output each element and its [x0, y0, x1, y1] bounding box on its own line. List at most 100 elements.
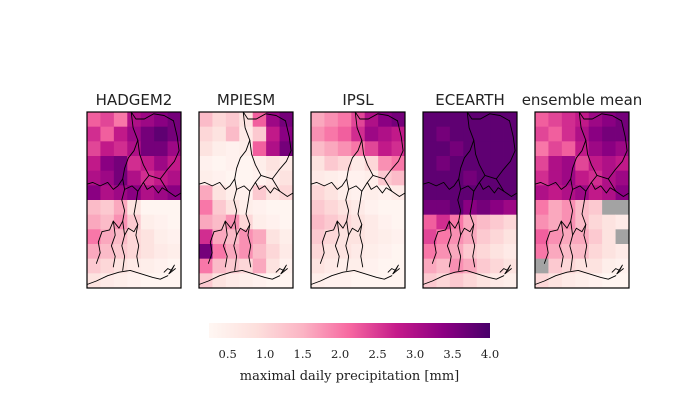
heatmap-cell	[87, 112, 101, 128]
heatmap-cell	[391, 156, 406, 172]
heatmap-cell-missing	[615, 200, 630, 216]
heatmap-cell	[535, 273, 549, 289]
border-line	[383, 178, 406, 197]
map-panel: MPIESM	[198, 91, 294, 289]
heatmap-cell	[378, 244, 392, 260]
heatmap-cell	[602, 214, 616, 230]
heatmap-cell	[154, 126, 168, 142]
heatmap-cell	[311, 200, 325, 216]
heatmap-cell	[311, 126, 325, 142]
heatmap-cell	[167, 141, 182, 157]
heatmap-cell	[561, 156, 576, 172]
heatmap-cell	[588, 214, 603, 230]
heatmap-cell	[337, 170, 352, 186]
heatmap-cell	[378, 273, 392, 289]
border-line	[254, 181, 281, 194]
border-line	[310, 139, 363, 190]
heatmap-cell	[535, 170, 549, 186]
panel-frame	[310, 111, 406, 289]
heatmap-cell	[225, 200, 240, 216]
heatmap-cell	[140, 214, 155, 230]
heatmap-cell	[535, 229, 549, 245]
heatmap-cell	[602, 126, 616, 142]
heatmap-cell	[575, 185, 590, 201]
border-line	[86, 269, 169, 285]
heatmap-cell-missing	[535, 258, 549, 274]
country-borders	[310, 111, 406, 285]
heatmap-cell	[113, 170, 128, 186]
border-line	[422, 139, 475, 190]
heatmap-cell	[324, 156, 339, 172]
heatmap-cell	[154, 214, 168, 230]
heatmap-cell	[279, 112, 294, 128]
heatmap-cell	[239, 273, 254, 289]
heatmap-cell	[391, 200, 406, 216]
heatmap-cell	[436, 141, 451, 157]
heatmap-cell	[476, 244, 491, 260]
border-line	[534, 269, 617, 285]
border-line	[334, 220, 340, 268]
heatmap-cell	[602, 229, 616, 245]
heatmap-cell	[324, 170, 339, 186]
heatmap-cell	[436, 229, 451, 245]
heatmap-cell	[476, 214, 491, 230]
border-line	[572, 224, 587, 236]
panel-title: HADGEM2	[96, 91, 173, 109]
heatmap-cell	[113, 112, 128, 128]
heatmap-cell	[212, 141, 227, 157]
heatmap-cell	[351, 185, 366, 201]
heatmap-cell	[127, 185, 142, 201]
heatmap-cell	[100, 214, 115, 230]
border-line	[431, 231, 439, 264]
heatmap-cell	[266, 273, 280, 289]
heatmap-cell	[199, 273, 213, 289]
border-line	[275, 264, 288, 275]
heatmap-cell	[337, 156, 352, 172]
border-line	[86, 139, 139, 190]
heatmap-cell	[212, 258, 227, 274]
border-line	[466, 111, 510, 122]
heatmap-cell	[212, 126, 227, 142]
border-line	[142, 181, 169, 194]
heatmap-cell	[503, 170, 518, 186]
heatmap-cell	[87, 126, 101, 142]
heatmap-cell	[436, 156, 451, 172]
colorbar-bar	[209, 323, 490, 338]
heatmap-cell	[503, 244, 518, 260]
heatmap-cell	[140, 156, 155, 172]
heatmap-cell	[476, 229, 491, 245]
heatmap-cell	[449, 170, 464, 186]
map-panel: ECEARTH	[422, 91, 518, 289]
heatmap-cell	[100, 258, 115, 274]
heatmap-cell	[436, 112, 451, 128]
heatmap-cell	[436, 258, 451, 274]
heatmap-cell	[588, 141, 603, 157]
heatmap-cell	[212, 200, 227, 216]
colorbar-tick-label: 3.0	[406, 347, 424, 361]
heatmap-cell	[154, 273, 168, 289]
border-line	[222, 220, 228, 268]
heatmap-cell	[140, 244, 155, 260]
heatmap-cell	[225, 126, 240, 142]
heatmap-cell	[575, 156, 590, 172]
border-line	[319, 231, 327, 264]
heatmap-cell	[490, 244, 504, 260]
heatmap-cell	[615, 112, 630, 128]
heatmap-cell	[364, 258, 379, 274]
heatmap-cell	[199, 200, 213, 216]
heatmap-cell	[351, 126, 366, 142]
heatmap-cell	[476, 200, 491, 216]
heatmap-cell	[266, 214, 280, 230]
heatmap-cell	[463, 200, 478, 216]
heatmap-cell	[199, 185, 213, 201]
heatmap-cell	[378, 156, 392, 172]
heatmap-cell	[449, 273, 464, 289]
heatmap-cell	[167, 185, 182, 201]
border-line	[198, 139, 251, 190]
border-line	[387, 264, 400, 275]
heatmap-cell	[490, 273, 504, 289]
heatmap-cell	[87, 229, 101, 245]
heatmap-cell	[449, 200, 464, 216]
heatmap-cell	[548, 214, 563, 230]
